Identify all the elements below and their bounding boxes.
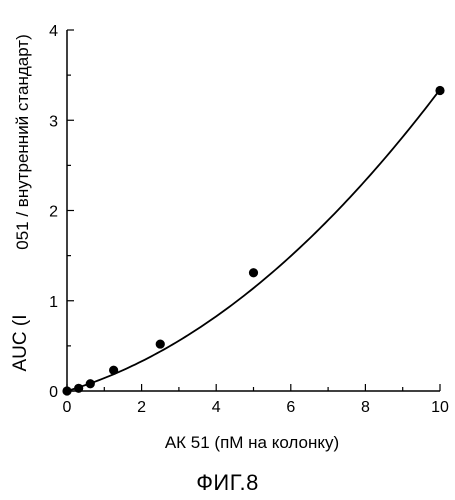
y-tick-label: 0 <box>49 384 58 401</box>
x-tick-label: 8 <box>361 399 370 416</box>
y-tick-label: 2 <box>49 204 58 221</box>
data-point <box>435 86 444 95</box>
y-tick-label: 1 <box>49 294 58 311</box>
x-tick-label: 6 <box>286 399 295 416</box>
y-tick-label: 3 <box>49 113 58 130</box>
chart: 0 1 2 3 4 0 2 4 6 8 10 АК 51 (пМ на колонку) AUC (… <box>0 0 455 470</box>
y-axis-label: AUC (I 051 / внутренний стандарт) <box>10 34 32 371</box>
data-point <box>86 379 95 388</box>
x-tick-label: 2 <box>137 399 146 416</box>
x-tick-label: 0 <box>63 399 72 416</box>
y-axis-label-part: 051 / внутренний стандарт) <box>13 34 32 249</box>
x-axis-label: АК 51 (пМ на колонку) <box>165 433 339 452</box>
figure-caption: ФИГ.8 <box>0 470 455 496</box>
data-point <box>62 386 71 395</box>
y-tick-label: 4 <box>49 23 58 40</box>
y-axis-label-part: AUC (I <box>10 315 31 372</box>
x-tick-label: 10 <box>431 399 449 416</box>
plot-area: 0 1 2 3 4 0 2 4 6 8 10 <box>49 23 449 416</box>
x-tick-label: 4 <box>212 399 221 416</box>
data-point <box>74 384 83 393</box>
data-point <box>249 268 258 277</box>
data-point <box>156 339 165 348</box>
data-point <box>109 366 118 375</box>
fit-curve <box>67 90 440 391</box>
